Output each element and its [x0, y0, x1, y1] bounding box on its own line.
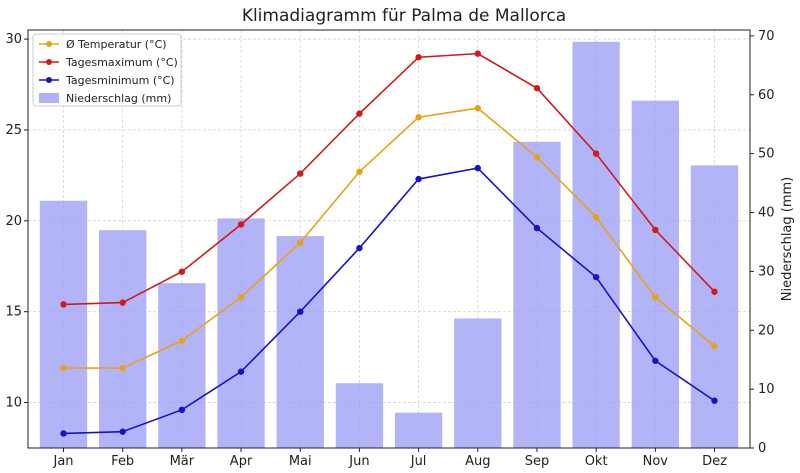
series-point — [178, 406, 186, 414]
series-point — [533, 224, 541, 232]
legend-swatch-point — [46, 59, 52, 65]
x-tick-label: Jul — [410, 454, 427, 469]
left-tick-label: 20 — [5, 214, 22, 229]
series-line — [63, 167, 715, 435]
series-point — [474, 104, 481, 112]
series-point — [592, 150, 600, 157]
series-line — [63, 52, 716, 306]
series-point — [297, 170, 304, 177]
precip-bar-Okt — [572, 41, 620, 448]
series-point — [119, 428, 126, 435]
series-point — [415, 114, 422, 121]
series-point — [533, 154, 541, 161]
right-axis-ticks: 0 10 20 30 40 50 60 70 — [750, 29, 775, 456]
precip-bar-Dez — [690, 165, 739, 448]
series-point — [356, 244, 363, 252]
legend-label: Niederschlag (mm) — [66, 92, 171, 105]
series-point — [711, 288, 718, 295]
x-tick-label: Aug — [465, 454, 490, 469]
precip-bar-Feb — [99, 230, 147, 448]
series-point — [592, 213, 600, 221]
series-point — [711, 343, 718, 350]
legend-box — [32, 33, 182, 107]
right-tick-label: 50 — [758, 147, 775, 162]
precip-bar-Sep — [513, 141, 561, 448]
right-tick-label: 20 — [758, 323, 775, 338]
x-tick-label: Jun — [348, 454, 369, 469]
legend-swatch-point — [46, 77, 52, 83]
precip-bar-Nov — [631, 100, 679, 448]
right-tick-label: 0 — [758, 441, 766, 456]
right-tick-label: 40 — [758, 206, 775, 221]
legend: Ø Temperatur (°C) Tagesmaximum (°C) Tagesm… — [32, 33, 182, 107]
chart-title: Klimadiagramm für Palma de Mallorca — [242, 6, 566, 26]
plot-frame — [27, 29, 751, 449]
precip-bar-Jul — [394, 412, 443, 448]
series-point — [652, 357, 659, 364]
series-point — [60, 301, 67, 308]
series-point — [178, 337, 186, 344]
series-point — [119, 299, 126, 306]
series-point — [652, 226, 659, 234]
x-tick-label: Jan — [52, 454, 73, 469]
series-point — [237, 293, 245, 301]
legend-swatch-point — [46, 41, 52, 47]
series-point — [178, 268, 186, 275]
series-point — [297, 308, 304, 315]
x-tick-label: Sep — [525, 454, 550, 469]
precipitation-bars — [39, 41, 739, 448]
left-tick-label: 10 — [5, 396, 22, 411]
precip-bar-Apr — [217, 218, 265, 448]
x-tick-label: Apr — [230, 454, 253, 469]
series-point — [592, 273, 600, 281]
precip-bar-Jun — [335, 383, 384, 448]
right-axis-label: Niederschlag (mm) — [780, 177, 795, 302]
series-point — [237, 368, 245, 375]
series-point — [474, 164, 481, 172]
x-tick-label: Okt — [585, 454, 608, 469]
precip-bar-Jan — [39, 200, 88, 448]
left-tick-label: 25 — [5, 123, 22, 138]
series-point — [711, 397, 718, 404]
precip-bar-Aug — [454, 318, 502, 448]
series-point — [60, 430, 67, 437]
legend-swatch-bar — [39, 93, 59, 103]
right-tick-label: 10 — [758, 382, 775, 397]
x-tick-label: Mär — [170, 454, 195, 469]
series-point — [474, 50, 481, 57]
legend-label: Tagesmaximum (°C) — [65, 56, 178, 69]
series-point — [652, 293, 659, 301]
x-tick-label: Feb — [111, 454, 134, 469]
series-line — [63, 107, 716, 369]
left-tick-label: 15 — [5, 305, 22, 320]
series-point — [356, 168, 363, 175]
x-tick-label: Nov — [643, 454, 669, 469]
right-tick-label: 30 — [758, 264, 775, 279]
left-tick-label: 30 — [5, 32, 22, 47]
series-point — [415, 175, 422, 183]
legend-label: Tagesminimum (°C) — [65, 74, 175, 87]
x-tick-label: Dez — [702, 454, 727, 469]
series-point — [533, 84, 541, 92]
series-point — [297, 239, 304, 246]
series-point — [119, 364, 126, 372]
precip-bar-Mai — [276, 236, 324, 448]
legend-label: Ø Temperatur (°C) — [66, 38, 167, 51]
series-point — [60, 364, 67, 372]
x-tick-label: Mai — [289, 454, 312, 469]
temperature-lines — [60, 50, 718, 437]
right-tick-label: 60 — [758, 88, 775, 103]
x-axis-ticks: Jan Feb Mär Apr Mai Jun Jul Aug Sep Okt Nov Dez — [52, 448, 727, 469]
precip-bar-Mär — [158, 283, 206, 448]
series-point — [415, 54, 422, 61]
series-point — [237, 221, 245, 228]
right-tick-label: 70 — [758, 29, 775, 44]
left-axis-ticks: 10 15 20 25 30 — [5, 32, 28, 411]
series-point — [356, 110, 363, 117]
